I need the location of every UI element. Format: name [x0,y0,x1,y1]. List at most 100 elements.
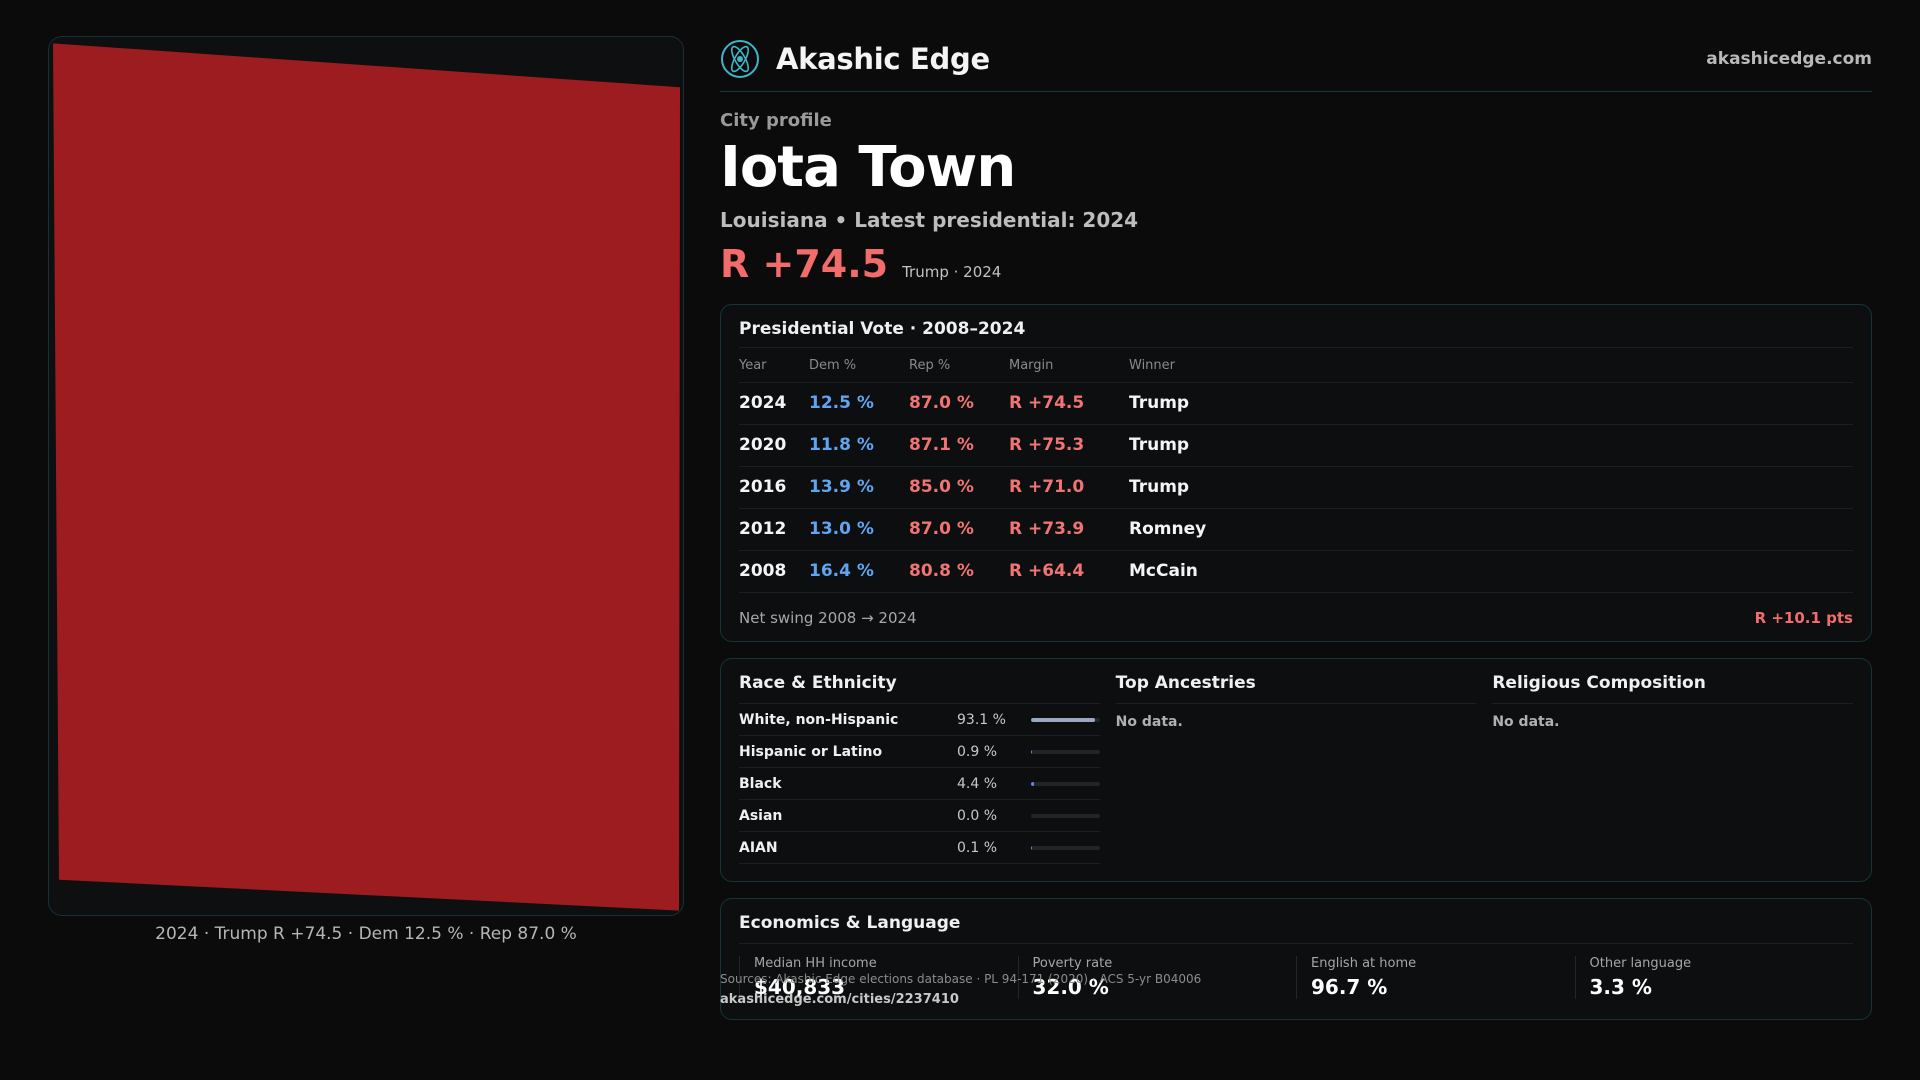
table-row: 2020 11.8 % 87.1 % R +75.3 Trump [739,424,1853,467]
race-ethnicity-section: Race & Ethnicity White, non-Hispanic 93.… [739,673,1100,867]
race-label: White, non-Hispanic [739,711,899,728]
stat-value: $40,833 [754,975,846,999]
page-title: Iota Town [720,135,1016,200]
demographics-card: Race & Ethnicity White, non-Hispanic 93.… [720,658,1872,882]
col-rep: Rep % [909,350,1009,383]
cell-dem: 12.5 % [809,382,909,425]
stat-poverty-rate: Poverty rate 32.0 % [1017,956,1297,999]
col-year: Year [739,350,809,383]
race-percent: 0.0 % [957,807,998,824]
stat-value: 3.3 % [1589,975,1652,999]
religious-composition-section: Religious Composition No data. [1492,673,1854,867]
cell-rep: 85.0 % [909,466,1009,509]
cell-year: 2016 [739,466,809,509]
race-bar [1031,717,1100,722]
col-margin: Margin [1009,350,1129,383]
col-dem: Dem % [809,350,909,383]
map-caption: 2024 · Trump R +74.5 · Dem 12.5 % · Rep … [155,924,577,944]
list-item: Black 4.4 % [739,768,1100,800]
list-item: White, non-Hispanic 93.1 % [739,704,1100,736]
cell-rep: 80.8 % [909,550,1009,593]
cell-margin: R +73.9 [1009,508,1129,551]
stat-value: 96.7 % [1311,975,1388,999]
race-bar [1031,749,1100,754]
net-swing-label: Net swing 2008 → 2024 [739,608,917,627]
cell-winner: Romney [1129,508,1853,551]
stat-other-language: Other language 3.3 % [1574,956,1854,999]
stat-median-income: Median HH income $40,833 [739,956,1018,999]
stat-label: Median HH income [754,956,877,971]
col-winner: Winner [1129,350,1853,383]
race-percent: 0.1 % [957,839,998,856]
brand-name: Akashic Edge [776,41,990,76]
top-bar: Akashic Edge akashicedge.com [720,34,1872,92]
profile-panel: Akashic Edge akashicedge.com City profil… [720,34,1872,1020]
race-percent: 4.4 % [957,775,998,792]
brand[interactable]: Akashic Edge [720,39,990,79]
section-title: Race & Ethnicity [739,673,1100,704]
stat-label: Poverty rate [1032,956,1113,971]
card-title: Presidential Vote · 2008–2024 [739,319,1853,348]
race-bar-fill [1031,717,1095,722]
atom-icon [721,39,759,78]
cell-margin: R +71.0 [1009,466,1129,509]
cell-winner: Trump [1129,466,1853,509]
permalink[interactable]: akashicedge.com/cities/2237410 [720,992,959,1007]
table-row: 2012 13.0 % 87.0 % R +73.9 Romney [739,508,1853,551]
cell-margin: R +75.3 [1009,424,1129,467]
race-label: Asian [739,807,783,824]
empty-state: No data. [1492,714,1560,730]
table-row: 2008 16.4 % 80.8 % R +64.4 McCain [739,550,1853,593]
race-label: Black [739,775,782,792]
headline-margin: R +74.5 Trump · 2024 [720,242,1872,286]
list-item: Hispanic or Latino 0.9 % [739,736,1100,768]
city-map[interactable] [48,36,684,916]
presidential-table: Year Dem % Rep % Margin Winner 2024 12.5… [739,350,1853,593]
race-label: AIAN [739,839,778,856]
race-bar-fill [1031,781,1035,786]
table-row: 2024 12.5 % 87.0 % R +74.5 Trump [739,382,1853,425]
economics-grid: Median HH income $40,833 Poverty rate 32… [739,956,1853,999]
top-ancestries-section: Top Ancestries No data. [1115,673,1477,867]
cell-winner: Trump [1129,382,1853,425]
section-title: Top Ancestries [1115,673,1477,704]
page-eyebrow: City profile [720,110,832,131]
cell-rep: 87.0 % [909,382,1009,425]
cell-margin: R +74.5 [1009,382,1129,425]
race-bar-fill [1031,845,1033,850]
city-boundary-shape [52,43,681,911]
cell-year: 2012 [739,508,809,551]
race-bar [1031,781,1100,786]
table-header-row: Year Dem % Rep % Margin Winner [739,350,1853,383]
cell-winner: McCain [1129,550,1853,593]
table-row: 2016 13.9 % 85.0 % R +71.0 Trump [739,466,1853,509]
margin-value: R +74.5 [720,242,889,286]
economics-language-card: Economics & Language Median HH income $4… [720,898,1872,1020]
card-title: Economics & Language [739,913,1853,944]
cell-winner: Trump [1129,424,1853,467]
margin-note: Trump · 2024 [902,263,1002,281]
cell-dem: 13.0 % [809,508,909,551]
stat-value: 32.0 % [1032,975,1109,999]
section-title: Religious Composition [1492,673,1854,704]
stat-english-at-home: English at home 96.7 % [1296,956,1575,999]
cell-dem: 13.9 % [809,466,909,509]
stat-label: English at home [1311,956,1417,971]
race-bar-fill [1031,749,1033,754]
cell-dem: 16.4 % [809,550,909,593]
race-percent: 0.9 % [957,743,998,760]
cell-dem: 11.8 % [809,424,909,467]
empty-state: No data. [1115,714,1183,730]
list-item: Asian 0.0 % [739,800,1100,832]
cell-year: 2008 [739,550,809,593]
cell-year: 2020 [739,424,809,467]
list-item: AIAN 0.1 % [739,832,1100,864]
race-bar [1031,813,1100,818]
sources-note: Sources: Akashic Edge elections database… [720,972,1202,986]
cell-year: 2024 [739,382,809,425]
site-url[interactable]: akashicedge.com [1706,48,1872,69]
net-swing-value: R +10.1 pts [1754,608,1853,627]
page-subtitle: Louisiana • Latest presidential: 2024 [720,208,1139,232]
race-percent: 93.1 % [957,711,1006,728]
